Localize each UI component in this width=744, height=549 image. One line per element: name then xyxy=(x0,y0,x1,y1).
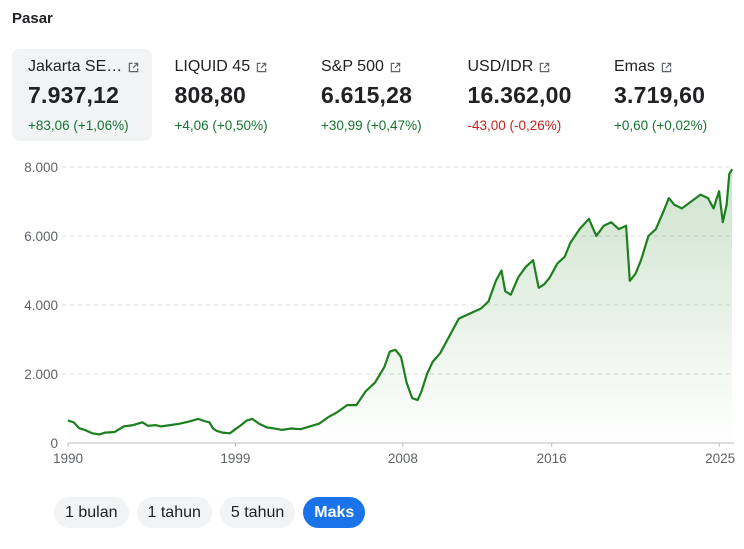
ticker-value: 7.937,12 xyxy=(28,82,120,108)
external-link-icon[interactable] xyxy=(390,62,401,73)
ticker-name: LIQUID 45 xyxy=(174,58,251,75)
ticker-change: -43,00 (-0,26%) xyxy=(467,118,562,133)
ticker-card-jci[interactable]: Jakarta SE… 7.937,12 +83,06 (+1,06%) xyxy=(12,49,152,141)
y-axis: 0 2.000 4.000 6.000 8.000 xyxy=(24,160,58,451)
external-link-icon[interactable] xyxy=(256,62,267,73)
external-link-icon[interactable] xyxy=(128,62,139,73)
ticker-value: 3.719,60 xyxy=(614,82,706,108)
ticker-change: +0,60 (+0,02%) xyxy=(614,118,708,133)
x-tick-label: 2016 xyxy=(537,451,567,466)
ticker-card-emas[interactable]: Emas 3.719,60 +0,60 (+0,02%) xyxy=(598,49,738,141)
range-chip-5-years[interactable]: 5 tahun xyxy=(219,497,296,528)
x-tick-label: 2008 xyxy=(388,451,418,466)
x-axis: 1990 1999 2008 2016 2025 xyxy=(53,443,735,466)
ticker-name: Jakarta SE… xyxy=(28,58,123,75)
y-tick-label: 8.000 xyxy=(24,160,58,175)
ticker-change: +4,06 (+0,50%) xyxy=(174,118,268,133)
ticker-name: S&P 500 xyxy=(321,58,384,75)
ticker-name: Emas xyxy=(614,58,655,75)
x-tick-label: 1999 xyxy=(220,451,250,466)
ticker-card-usdidr[interactable]: USD/IDR 16.362,00 -43,00 (-0,26%) xyxy=(452,49,592,141)
range-chip-1-month[interactable]: 1 bulan xyxy=(54,497,129,528)
ticker-card-sp500[interactable]: S&P 500 6.615,28 +30,99 (+0,47%) xyxy=(305,49,445,141)
y-tick-label: 0 xyxy=(50,436,58,451)
range-chip-1-year[interactable]: 1 tahun xyxy=(136,497,212,528)
range-selector: 1 bulan 1 tahun 5 tahun Maks xyxy=(54,497,366,528)
ticker-change: +30,99 (+0,47%) xyxy=(321,118,422,133)
ticker-card-liquid45[interactable]: LIQUID 45 808,80 +4,06 (+0,50%) xyxy=(159,49,299,141)
price-chart[interactable]: 0 2.000 4.000 6.000 8.000 1990 1999 2008 2016 20… xyxy=(0,150,744,480)
external-link-icon[interactable] xyxy=(661,62,672,73)
ticker-value: 6.615,28 xyxy=(321,82,413,108)
range-chip-max[interactable]: Maks xyxy=(303,497,366,528)
section-title: Pasar xyxy=(12,10,53,27)
y-tick-label: 6.000 xyxy=(24,229,58,244)
ticker-value: 16.362,00 xyxy=(467,82,572,108)
chart-area xyxy=(68,169,733,443)
ticker-value: 808,80 xyxy=(174,82,247,108)
external-link-icon[interactable] xyxy=(539,62,550,73)
ticker-list: Jakarta SE… 7.937,12 +83,06 (+1,06%) LIQ… xyxy=(12,49,744,141)
ticker-name: USD/IDR xyxy=(467,58,534,75)
x-tick-label: 1990 xyxy=(53,451,83,466)
y-tick-label: 2.000 xyxy=(24,367,58,382)
chart-line xyxy=(67,168,734,436)
x-tick-label: 2025 xyxy=(705,451,735,466)
ticker-change: +83,06 (+1,06%) xyxy=(28,118,129,133)
y-tick-label: 4.000 xyxy=(24,298,58,313)
